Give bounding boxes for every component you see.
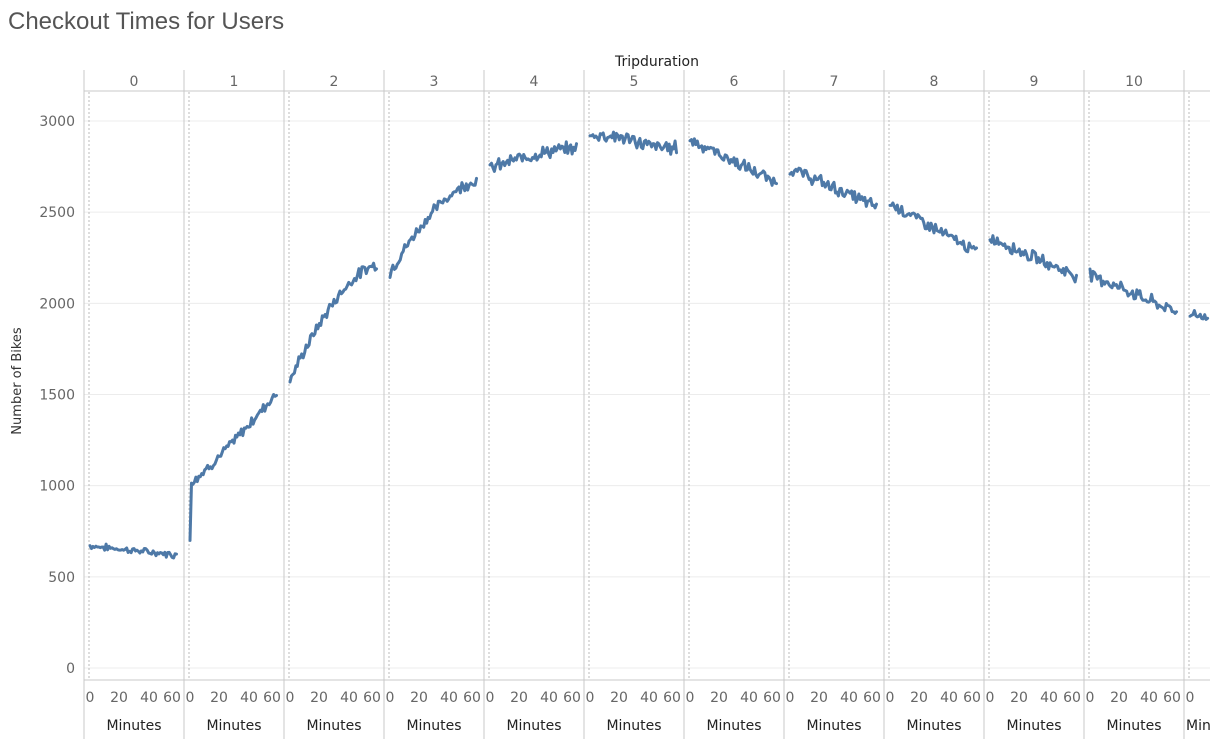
panel-header-label: 1 bbox=[230, 74, 239, 90]
x-tick-label: 20 bbox=[610, 690, 628, 706]
x-tick-label: 40 bbox=[440, 690, 458, 706]
x-axis-title: Minutes bbox=[506, 718, 561, 734]
panel-header-label: 4 bbox=[530, 74, 539, 90]
series-lines bbox=[88, 130, 1210, 560]
panel-header-label: 0 bbox=[130, 74, 139, 90]
y-tick-label: 1000 bbox=[39, 479, 75, 495]
y-tick-label: 500 bbox=[48, 570, 75, 586]
x-tick-label: 60 bbox=[1063, 690, 1081, 706]
x-tick-label: 0 bbox=[286, 690, 295, 706]
panel-header-label: 5 bbox=[630, 74, 639, 90]
series-line-panel-1 bbox=[188, 393, 278, 542]
x-tick-label: 40 bbox=[240, 690, 258, 706]
x-tick-label: 40 bbox=[940, 690, 958, 706]
panel-header-label: 3 bbox=[430, 74, 439, 90]
panel-header-label: 8 bbox=[930, 74, 939, 90]
series-line-panel-8 bbox=[888, 201, 978, 254]
x-tick-label: 60 bbox=[163, 690, 181, 706]
series-line-panel-3 bbox=[388, 176, 478, 279]
x-axis-title: Min bbox=[1186, 718, 1210, 734]
x-tick-label: 20 bbox=[110, 690, 128, 706]
x-axis-title: Minutes bbox=[206, 718, 261, 734]
gridlines bbox=[84, 120, 1210, 669]
series-line-panel-2 bbox=[288, 261, 378, 384]
y-tick-label: 1500 bbox=[39, 388, 75, 404]
x-axis-title: Minutes bbox=[306, 718, 361, 734]
y-tick-label: 2000 bbox=[39, 296, 75, 312]
x-tick-label: 0 bbox=[486, 690, 495, 706]
series-line-panel-9 bbox=[988, 234, 1078, 284]
x-axis-title: Minutes bbox=[706, 718, 761, 734]
panel-header-label: 10 bbox=[1125, 74, 1143, 90]
x-tick-label: 0 bbox=[986, 690, 995, 706]
x-axis-title: Minutes bbox=[406, 718, 461, 734]
x-tick-label: 0 bbox=[686, 690, 695, 706]
x-tick-label: 40 bbox=[840, 690, 858, 706]
x-tick-label: 0 bbox=[886, 690, 895, 706]
x-tick-label: 40 bbox=[340, 690, 358, 706]
x-tick-label: 40 bbox=[640, 690, 658, 706]
x-tick-label: 0 bbox=[386, 690, 395, 706]
y-tick-label: 2500 bbox=[39, 205, 75, 221]
x-axis-title: Minutes bbox=[906, 718, 961, 734]
x-tick-label: 60 bbox=[663, 690, 681, 706]
x-tick-label: 60 bbox=[763, 690, 781, 706]
x-tick-label: 20 bbox=[1010, 690, 1028, 706]
series-line-panel-0 bbox=[88, 542, 178, 560]
x-axis-title: Minutes bbox=[1006, 718, 1061, 734]
x-axis-title: Minutes bbox=[606, 718, 661, 734]
x-tick-label: 60 bbox=[363, 690, 381, 706]
x-tick-label: 60 bbox=[463, 690, 481, 706]
x-tick-label: 20 bbox=[910, 690, 928, 706]
x-axis-title: Minutes bbox=[806, 718, 861, 734]
panel-header-label: 6 bbox=[730, 74, 739, 90]
series-line-panel-10 bbox=[1088, 267, 1178, 315]
y-tick-label: 0 bbox=[66, 661, 75, 677]
series-line-panel-6 bbox=[688, 137, 778, 187]
y-axis-label: Number of Bikes bbox=[10, 327, 25, 435]
x-axis-title: Minutes bbox=[106, 718, 161, 734]
panel-header-label: 9 bbox=[1030, 74, 1039, 90]
x-tick-label: 20 bbox=[1110, 690, 1128, 706]
x-tick-label: 40 bbox=[740, 690, 758, 706]
x-tick-label: 40 bbox=[1140, 690, 1158, 706]
x-tick-label: 20 bbox=[210, 690, 228, 706]
x-tick-label: 60 bbox=[263, 690, 281, 706]
x-tick-label: 0 bbox=[86, 690, 95, 706]
x-axis-title: Minutes bbox=[1106, 718, 1161, 734]
x-tick-label: 0 bbox=[786, 690, 795, 706]
x-tick-label: 60 bbox=[563, 690, 581, 706]
panel-header-title: Tripduration bbox=[614, 54, 699, 70]
x-tick-label: 60 bbox=[963, 690, 981, 706]
y-tick-label: 3000 bbox=[39, 114, 75, 130]
x-tick-label: 0 bbox=[1186, 690, 1195, 706]
x-tick-label: 0 bbox=[186, 690, 195, 706]
series-line-panel-7 bbox=[788, 166, 878, 210]
x-tick-label: 20 bbox=[710, 690, 728, 706]
series-line-panel-5 bbox=[588, 130, 678, 156]
x-tick-label: 60 bbox=[1163, 690, 1181, 706]
x-tick-label: 20 bbox=[510, 690, 528, 706]
panels: 0 1 2 3 4 5 6 7 8 9 10 bbox=[83, 70, 1210, 739]
series-line-panel-11 bbox=[1188, 309, 1210, 321]
chart-title: Checkout Times for Users bbox=[8, 8, 285, 35]
x-tick-label: 20 bbox=[310, 690, 328, 706]
x-tick-label: 40 bbox=[1040, 690, 1058, 706]
x-tick-label: 60 bbox=[863, 690, 881, 706]
x-tick-label: 40 bbox=[140, 690, 158, 706]
x-tick-label: 0 bbox=[1086, 690, 1095, 706]
series-line-panel-4 bbox=[488, 140, 578, 173]
x-tick-label: 20 bbox=[410, 690, 428, 706]
panel-header-label: 7 bbox=[830, 74, 839, 90]
x-tick-label: 40 bbox=[540, 690, 558, 706]
panel-header-label: 2 bbox=[330, 74, 339, 90]
x-tick-label: 20 bbox=[810, 690, 828, 706]
x-tick-label: 0 bbox=[586, 690, 595, 706]
